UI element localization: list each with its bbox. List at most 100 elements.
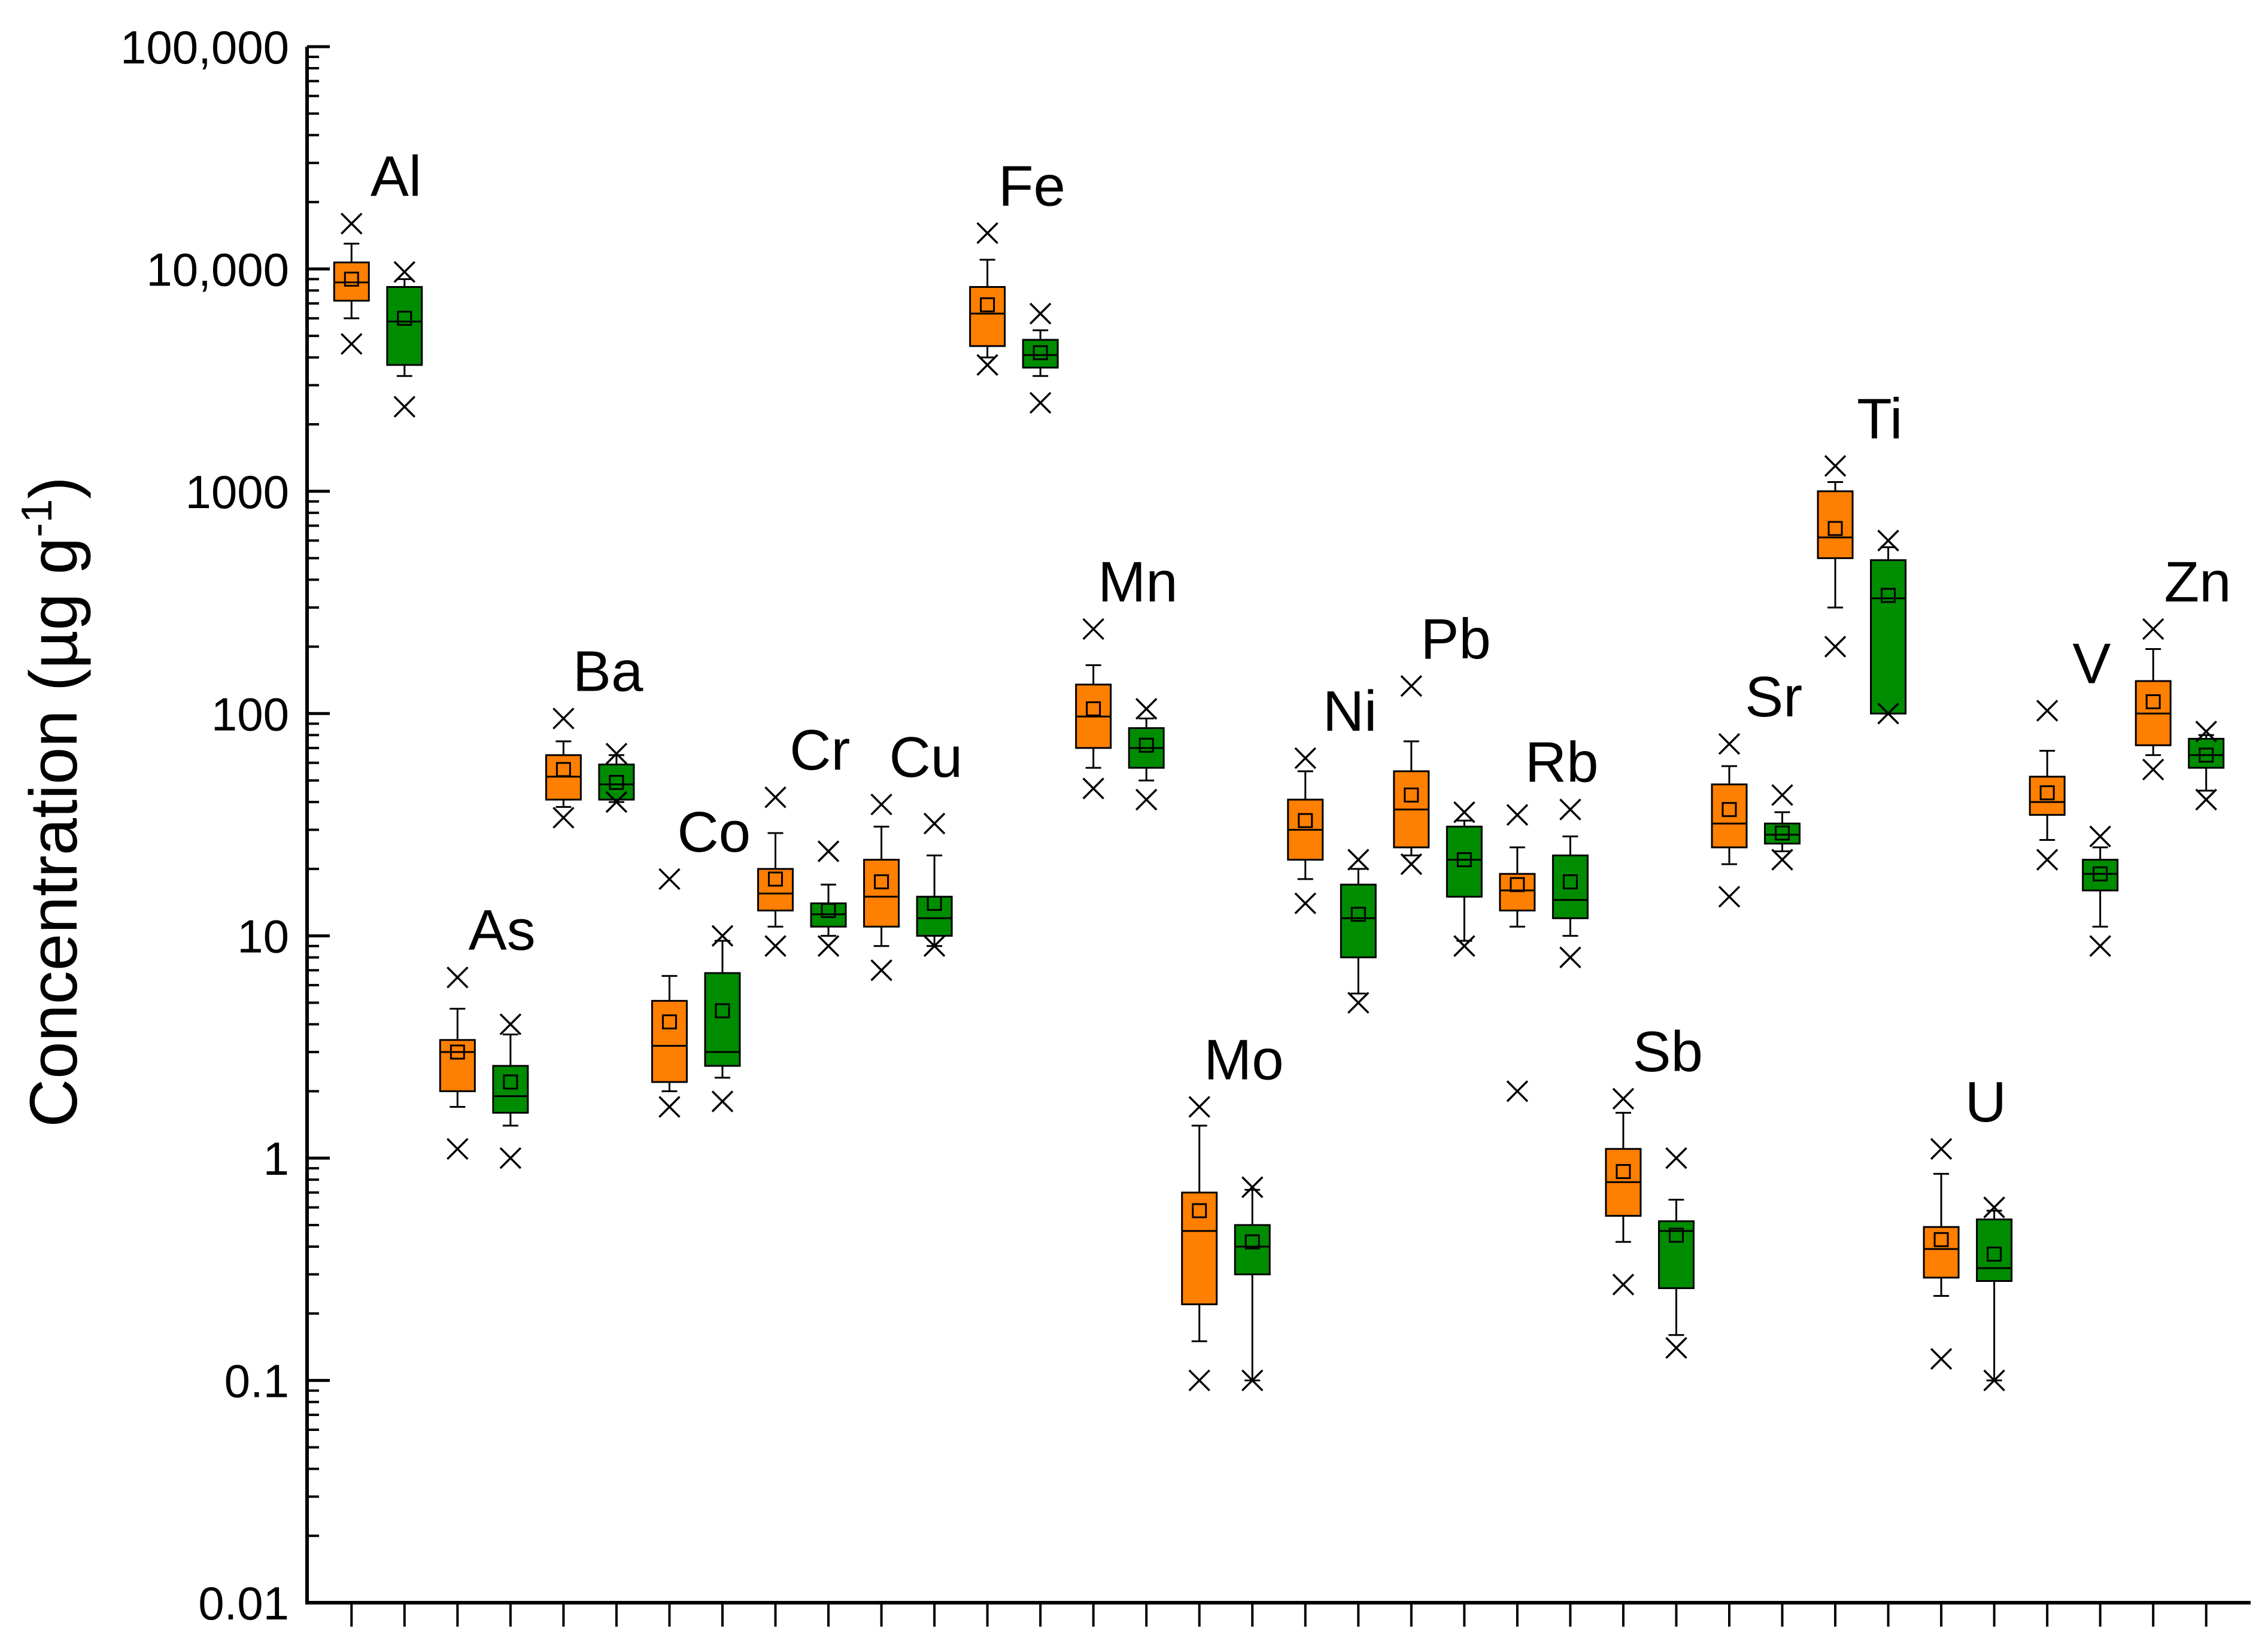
min-marker [1718, 886, 1741, 908]
box-fe-a [969, 222, 1006, 376]
box-iqr [2082, 859, 2119, 892]
element-labels: Al As Ba Co Cr Cu Fe Mn Mo Ni Pb Rb Sb Sr Ti U V Zn [371, 145, 2231, 1134]
y-tick-label: 0.01 [198, 1577, 289, 1630]
min-marker [1983, 1369, 2005, 1391]
min-marker [817, 935, 840, 957]
min-marker [658, 1096, 681, 1118]
box-u-b [1976, 1196, 2013, 1391]
box-group-cu [863, 793, 953, 981]
box-mo-a [1181, 1096, 1218, 1391]
box-cu-a [863, 793, 900, 981]
box-sb-b [1657, 1147, 1695, 1359]
mean-marker [1298, 813, 1313, 828]
min-marker [341, 333, 363, 355]
max-marker [1930, 1138, 1953, 1160]
mean-marker [2145, 694, 2161, 710]
box-iqr [598, 763, 635, 801]
mean-marker [821, 902, 836, 918]
box-rb-a [1499, 804, 1536, 1102]
box-as-a [439, 966, 476, 1160]
box-u-a [1923, 1138, 1960, 1370]
mean-marker [2199, 747, 2214, 763]
mean-marker [874, 874, 889, 889]
element-label-ba: Ba [573, 640, 643, 704]
box-group-zn [2135, 618, 2225, 811]
mean-marker [344, 271, 359, 287]
y-axis-title-superscript: -1 [13, 499, 61, 537]
max-marker [1135, 698, 1158, 720]
mean-marker [1775, 825, 1790, 841]
max-marker [1877, 530, 1899, 552]
box-group-ni [1287, 747, 1377, 1014]
min-marker [1453, 935, 1475, 957]
mean-marker [609, 774, 624, 790]
box-mo-b [1234, 1176, 1271, 1391]
max-marker [2036, 700, 2058, 722]
box-sr-a [1711, 733, 1748, 908]
max-marker [1665, 1147, 1687, 1169]
min-marker [976, 354, 998, 376]
element-label-al: Al [371, 145, 421, 209]
mean-marker [397, 311, 412, 326]
box-iqr [863, 859, 900, 928]
box-co-b [704, 925, 741, 1113]
box-iqr [2188, 737, 2225, 769]
max-marker [1612, 1087, 1635, 1110]
min-marker [1612, 1274, 1635, 1296]
max-marker [870, 793, 892, 816]
max-marker [1188, 1096, 1210, 1118]
min-marker [1347, 992, 1370, 1014]
mean-marker [1722, 802, 1737, 818]
box-group-sb [1605, 1087, 1695, 1359]
min-marker [1877, 703, 1899, 725]
max-marker [447, 966, 469, 989]
max-marker [976, 222, 998, 244]
min-marker [1506, 1080, 1529, 1102]
min-marker [2089, 935, 2111, 957]
mean-marker [1033, 345, 1048, 360]
y-axis-title: Concentration (µg g-1) [13, 476, 91, 1127]
min-marker [552, 807, 575, 829]
min-marker [605, 791, 628, 813]
box-pb-a [1393, 675, 1430, 876]
box-ni-a [1287, 747, 1324, 914]
box-al-a [333, 212, 370, 355]
box-iqr [1499, 873, 1536, 911]
max-marker [1506, 804, 1529, 826]
max-marker [1029, 302, 1052, 325]
mean-marker [1138, 737, 1154, 753]
box-v-a [2029, 700, 2066, 871]
max-marker [2195, 721, 2217, 743]
mean-marker [1404, 787, 1419, 803]
max-marker [1771, 784, 1793, 806]
y-axis-title-text: Concentration (µg g [16, 537, 91, 1128]
box-iqr [1181, 1192, 1218, 1305]
max-marker [817, 840, 840, 862]
min-marker [1559, 946, 1581, 968]
max-marker [2089, 825, 2111, 847]
element-label-cr: Cr [790, 718, 850, 782]
max-marker [711, 925, 734, 947]
max-marker [1453, 801, 1475, 823]
mean-marker [980, 297, 995, 312]
mean-marker [503, 1074, 518, 1090]
element-label-as: As [469, 898, 536, 962]
min-marker [447, 1138, 469, 1160]
box-group-mn [1075, 618, 1165, 811]
max-marker [341, 212, 363, 235]
mean-marker [1350, 907, 1366, 922]
mean-marker [1562, 874, 1578, 889]
box-group-ba [545, 707, 635, 829]
element-label-pb: Pb [1420, 607, 1490, 671]
mean-marker [767, 871, 783, 887]
min-marker [2142, 758, 2164, 781]
box-iqr [1234, 1224, 1271, 1275]
max-marker [764, 786, 787, 809]
box-iqr [1657, 1220, 1695, 1289]
min-marker [2195, 788, 2217, 811]
box-mn-a [1075, 618, 1112, 800]
box-cr-b [810, 840, 847, 957]
box-pb-b [1446, 801, 1483, 957]
box-zn-a [2135, 618, 2172, 781]
mean-marker [555, 762, 571, 777]
